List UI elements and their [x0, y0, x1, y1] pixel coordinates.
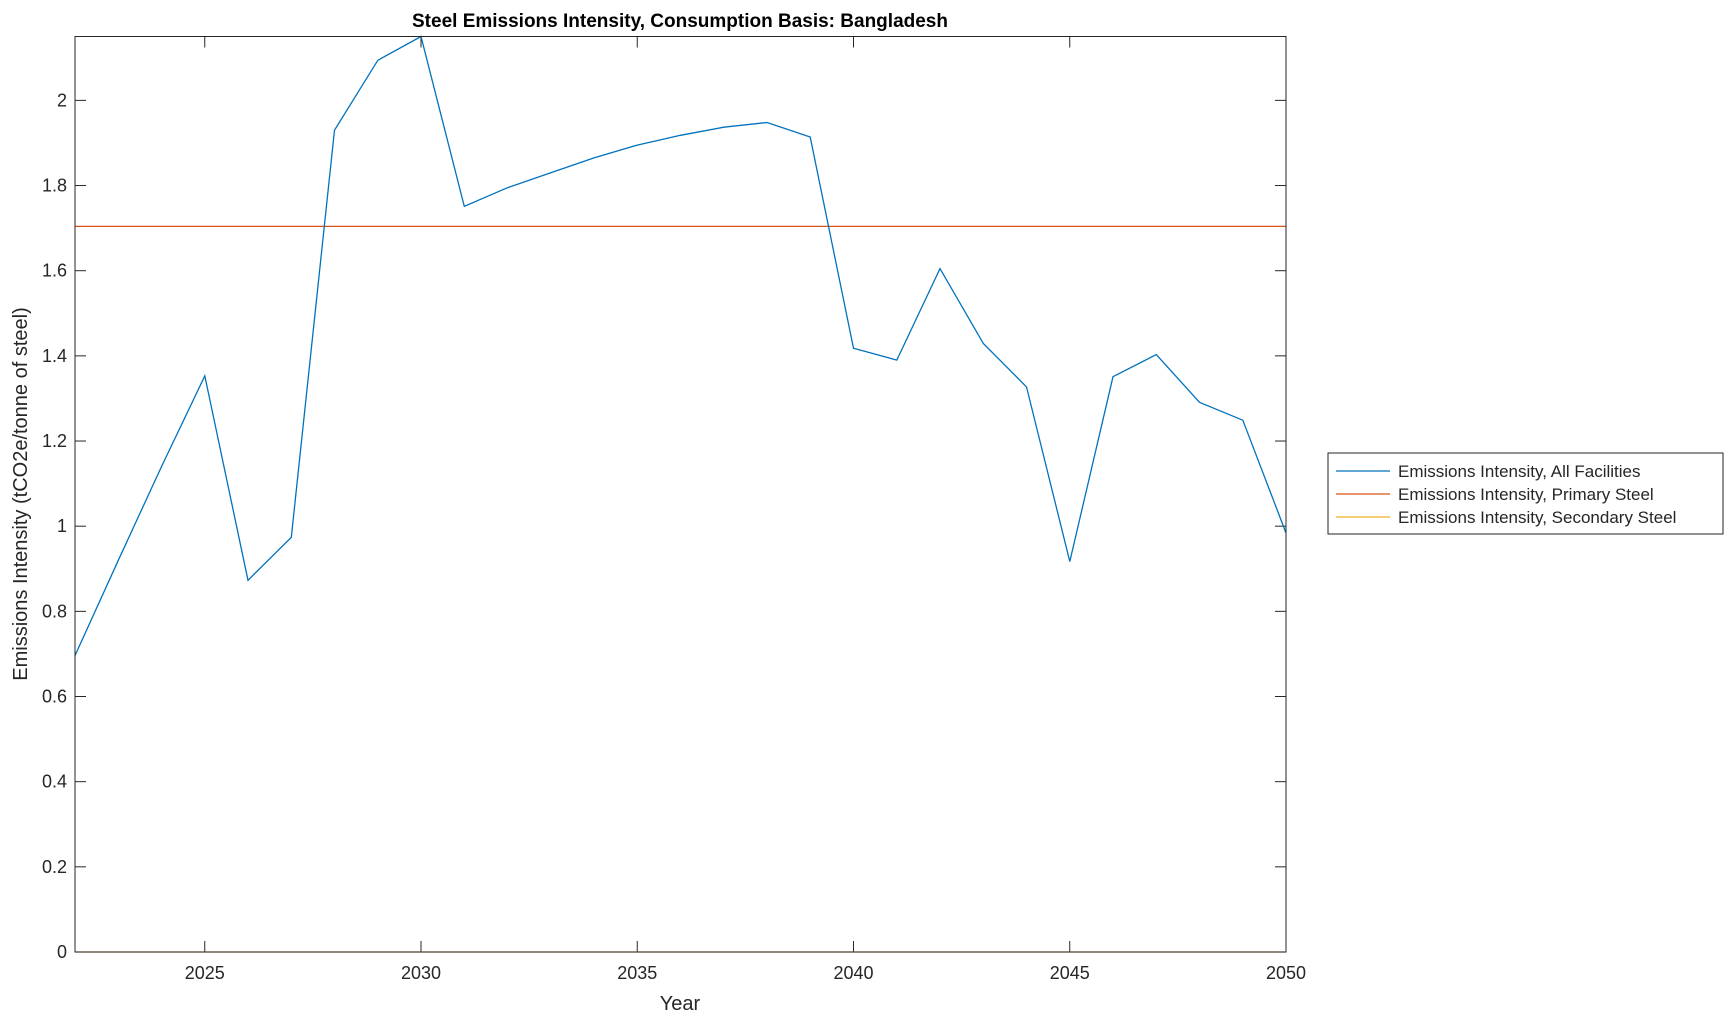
x-tick-label: 2030	[401, 963, 441, 983]
y-tick-label: 1.2	[42, 431, 67, 451]
x-tick-label: 2050	[1266, 963, 1306, 983]
y-tick-label: 1.4	[42, 346, 67, 366]
x-tick-label: 2025	[185, 963, 225, 983]
series-line-emissions-intensity-all-facilities	[74, 35, 1287, 656]
y-tick-label: 1.6	[42, 261, 67, 281]
x-tick-label: 2045	[1050, 963, 1090, 983]
y-tick-label: 1	[57, 516, 67, 536]
y-tick-label: 0.6	[42, 687, 67, 707]
legend-entry: Emissions Intensity, All Facilities	[1398, 462, 1640, 481]
chart-title: Steel Emissions Intensity, Consumption B…	[412, 11, 948, 32]
y-tick-label: 0.2	[42, 857, 67, 877]
x-tick-label: 2040	[833, 963, 873, 983]
legend: Emissions Intensity, All Facilities Emiss…	[1327, 452, 1724, 535]
y-tick-label: 0	[57, 942, 67, 962]
y-tick-label: 1.8	[42, 176, 67, 196]
legend-entry: Emissions Intensity, Secondary Steel	[1398, 508, 1676, 527]
y-tick-label: 0.8	[42, 601, 67, 621]
y-tick-label: 2	[57, 90, 67, 110]
legend-entry: Emissions Intensity, Primary Steel	[1398, 485, 1654, 504]
plot-area-frame	[74, 36, 1287, 953]
y-axis-label: Emissions Intensity (tCO2e/tonne of stee…	[10, 307, 32, 681]
legend-box	[1327, 452, 1724, 535]
x-tick-label: 2035	[617, 963, 657, 983]
x-axis-label: Year	[660, 993, 701, 1015]
y-tick-label: 0.4	[42, 772, 67, 792]
